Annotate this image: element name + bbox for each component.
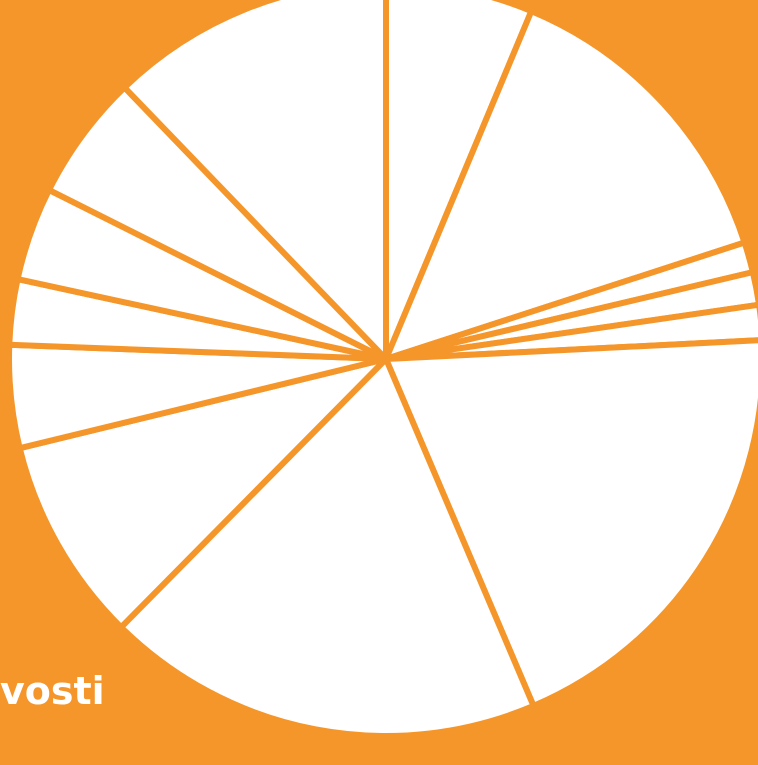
pie-slice-4	[383, 269, 758, 362]
pie-slice-7	[118, 356, 537, 739]
chart-caption: vosti	[0, 669, 105, 713]
pie-slice-5	[383, 301, 758, 362]
pie-slice-2	[383, 8, 748, 362]
pie-slice-6	[383, 337, 758, 709]
pie-slice-13	[121, 0, 389, 362]
